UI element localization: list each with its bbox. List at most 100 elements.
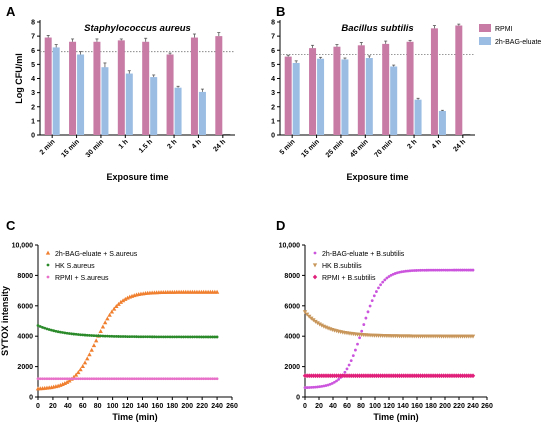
data-point	[315, 321, 320, 326]
data-point	[387, 275, 391, 278]
y-tick-label: 5	[31, 62, 35, 69]
data-point	[97, 377, 100, 381]
data-point	[94, 377, 98, 381]
y-tick-label: 2000	[17, 364, 33, 371]
bar	[365, 58, 373, 135]
data-point	[381, 280, 385, 284]
data-point	[61, 331, 65, 334]
panel-label-d: D	[276, 218, 285, 233]
x-tick-label: 15 min	[60, 138, 81, 159]
data-point	[56, 330, 60, 334]
legend-label: 2h-BAG-eluate + B.subtilis	[322, 251, 405, 258]
y-tick-label: 0	[31, 133, 35, 140]
data-point	[356, 342, 359, 346]
data-point	[311, 318, 316, 323]
data-point	[358, 336, 361, 340]
data-point	[467, 268, 471, 272]
y-axis-label: Log CFU/ml	[14, 53, 24, 104]
data-point	[343, 370, 347, 374]
data-point	[469, 268, 473, 272]
data-point	[135, 377, 138, 381]
data-point	[345, 367, 349, 371]
data-point	[83, 333, 87, 337]
x-tick-label: 160	[411, 403, 423, 410]
data-point	[65, 331, 69, 335]
data-point	[398, 270, 401, 274]
data-point	[193, 335, 197, 339]
data-point	[130, 377, 134, 381]
data-point	[74, 332, 78, 336]
data-point	[317, 322, 322, 327]
y-tick-label: 7	[31, 34, 35, 41]
data-point	[73, 372, 79, 377]
series-2	[36, 324, 219, 339]
chart-a: 0 1 2 3 4 5 6 7 8 2 min 15 min 30 min 1 h 1.5 h 2 h 4 h…	[14, 20, 235, 182]
x-tick-label: 140	[137, 403, 149, 410]
x-axis-label: Exposure time	[106, 172, 168, 182]
bar	[190, 37, 198, 135]
data-point	[320, 384, 324, 388]
data-point	[202, 335, 206, 339]
data-point	[67, 332, 71, 335]
data-point	[159, 377, 163, 381]
bar	[44, 37, 52, 135]
data-point	[155, 335, 159, 339]
data-point	[186, 335, 190, 339]
y-tick-label: 2	[271, 104, 275, 111]
data-point	[153, 335, 156, 339]
data-point	[316, 385, 319, 389]
data-point	[438, 268, 441, 272]
legend-label: 2h-BAG-eluate	[495, 39, 541, 46]
data-point	[150, 335, 154, 339]
data-point	[195, 335, 199, 339]
data-point	[191, 335, 194, 339]
data-point	[164, 335, 167, 339]
x-tick-label: 45 min	[349, 138, 370, 159]
data-point	[141, 335, 145, 339]
data-point	[157, 335, 161, 339]
data-point	[330, 381, 334, 385]
data-point	[322, 384, 326, 388]
bar	[69, 41, 77, 135]
data-point	[107, 312, 112, 317]
data-point	[303, 386, 307, 390]
data-point	[128, 335, 132, 339]
y-tick-label: 10,000	[279, 243, 301, 250]
data-point	[110, 377, 114, 381]
data-point	[170, 377, 174, 381]
data-point	[101, 334, 105, 338]
bar	[215, 36, 223, 135]
x-tick-label: 30 min	[85, 138, 106, 159]
data-point	[108, 377, 112, 381]
data-point	[459, 268, 462, 272]
data-point	[313, 319, 318, 324]
data-point	[112, 334, 116, 338]
legend-label: 2h-BAG-eluate + S.aureus	[55, 251, 138, 258]
data-point	[99, 377, 103, 381]
x-tick-label: 60	[79, 403, 87, 410]
data-point	[177, 377, 181, 381]
y-tick-label: 6000	[17, 303, 33, 310]
data-point	[404, 269, 408, 273]
x-axis-label: Exposure time	[346, 172, 408, 182]
data-point	[168, 335, 172, 339]
x-tick-label: 200	[181, 403, 193, 410]
data-point	[46, 263, 50, 267]
data-point	[400, 270, 403, 274]
data-point	[370, 299, 374, 303]
x-tick-label: 0	[36, 403, 40, 410]
y-tick-label: 8	[271, 20, 275, 27]
y-tick-label: 4	[271, 76, 275, 83]
data-point	[103, 377, 107, 381]
data-point	[102, 320, 108, 325]
y-tick-label: 6	[31, 48, 35, 55]
legend-swatch	[479, 37, 491, 45]
data-point	[70, 377, 73, 381]
data-point	[433, 268, 437, 272]
data-point	[71, 374, 77, 379]
data-point	[186, 377, 190, 381]
chart-title: Bacillus subtilis	[341, 23, 413, 34]
data-point	[419, 268, 422, 272]
data-point	[132, 335, 136, 339]
data-point	[375, 290, 378, 293]
